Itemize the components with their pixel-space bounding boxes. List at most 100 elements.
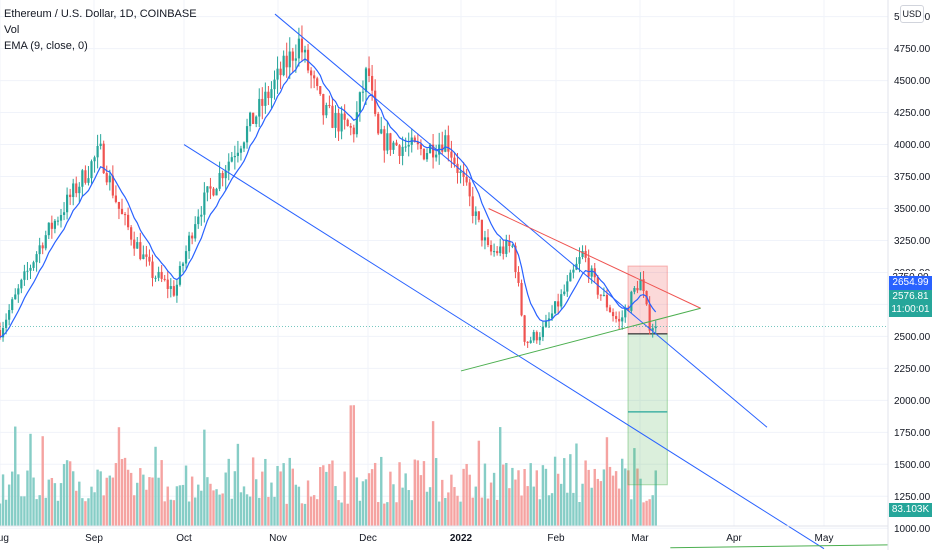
candle (114, 185, 117, 204)
volume-bar (282, 463, 285, 526)
candle (654, 320, 657, 335)
volume-bar (624, 468, 627, 526)
volume-bar (120, 459, 124, 526)
volume-bar (343, 471, 346, 526)
volume-bar (322, 465, 325, 526)
volume-bar (126, 469, 130, 526)
candle (142, 245, 145, 260)
volume-bar (593, 468, 596, 526)
volume-bar (309, 496, 313, 526)
channel-upper-line (274, 13, 768, 428)
candle (212, 187, 215, 197)
currency-button[interactable]: USD (900, 5, 924, 23)
candle (184, 245, 188, 269)
volume-bar (90, 486, 93, 526)
volume-bar (267, 496, 270, 526)
volume-bar (209, 483, 212, 526)
volume-bar (194, 497, 197, 526)
candle (352, 124, 355, 143)
volume-bar (550, 493, 554, 526)
volume-bar (190, 476, 194, 526)
volume-bar (419, 475, 423, 526)
candle (139, 232, 142, 261)
candle (633, 286, 636, 295)
ema-legend[interactable]: EMA (9, close, 0) (4, 40, 88, 52)
volume-bar (285, 503, 288, 526)
volume-bar (68, 461, 72, 526)
candle (471, 186, 474, 224)
trend-lines[interactable] (0, 13, 889, 550)
candle (163, 274, 166, 282)
last-price-tag: 2576.81 (889, 290, 932, 304)
volume-bar (175, 486, 179, 526)
candle (291, 47, 294, 73)
candle (337, 108, 340, 141)
candle (422, 148, 426, 161)
volume-bar (517, 470, 520, 526)
candle (261, 87, 264, 120)
price-tick-label: 1000.00 (894, 524, 931, 535)
volume-bar (56, 500, 60, 526)
candle (38, 237, 41, 264)
volume-bar (172, 500, 176, 526)
volume-bar (81, 498, 84, 526)
time-axis[interactable]: Aug Sep Oct Nov Dec 2022 Feb Mar Apr May (0, 525, 888, 544)
candle (59, 209, 63, 228)
volume-bar (526, 486, 529, 526)
price-tick-label: 1750.00 (894, 428, 931, 439)
volume-legend[interactable]: Vol (4, 24, 20, 36)
candle (236, 140, 239, 163)
volume-bar (599, 481, 603, 526)
candle (313, 70, 316, 89)
volume-bar (514, 479, 517, 526)
volume-bar (532, 486, 535, 526)
volume-bar (288, 457, 291, 526)
price-tick-label: 3750.00 (894, 172, 931, 183)
candle (489, 240, 493, 256)
candle (496, 246, 499, 256)
volume-bar (53, 483, 57, 526)
candle (255, 115, 258, 128)
candle (84, 165, 87, 185)
candle (285, 42, 288, 78)
price-tick-label: 4750.00 (894, 44, 931, 55)
volume-bar (474, 486, 477, 526)
candle (505, 234, 508, 258)
candle (66, 187, 69, 220)
candle (456, 153, 459, 184)
volume-bar (358, 500, 362, 526)
candle (188, 231, 191, 259)
candle (93, 155, 96, 173)
candle (520, 279, 523, 317)
volume-bar (556, 473, 560, 526)
volume-bar (78, 481, 81, 526)
volume-bar (441, 479, 444, 526)
volume-bar (444, 497, 447, 526)
price-tick-label: 1250.00 (894, 492, 931, 503)
volume-bar (96, 469, 99, 526)
support-line (460, 307, 701, 372)
bar-countdown-tag: 11:00:01 (889, 303, 932, 317)
candle (249, 111, 252, 132)
volume-bar (181, 484, 185, 526)
volume-bar (328, 463, 331, 526)
price-tick-label: 2000.00 (894, 396, 931, 407)
volume-bar (395, 502, 398, 526)
symbol-title[interactable]: Ethereum / U.S. Dollar, 1D, COINBASE (4, 8, 197, 20)
volume-bar (215, 489, 218, 526)
volume-bar (438, 501, 441, 526)
candle (273, 70, 276, 100)
candle (535, 330, 538, 344)
volume-bar (642, 502, 645, 526)
volume-bar (380, 456, 383, 526)
volume-bar (578, 502, 581, 526)
volume-bar (187, 501, 191, 526)
candle (319, 86, 322, 96)
volume-bar (355, 477, 359, 526)
volume-bar (279, 471, 282, 526)
candle (462, 161, 465, 186)
volume-bar (404, 473, 407, 526)
ema-9-line (0, 58, 657, 338)
candle (72, 178, 75, 206)
